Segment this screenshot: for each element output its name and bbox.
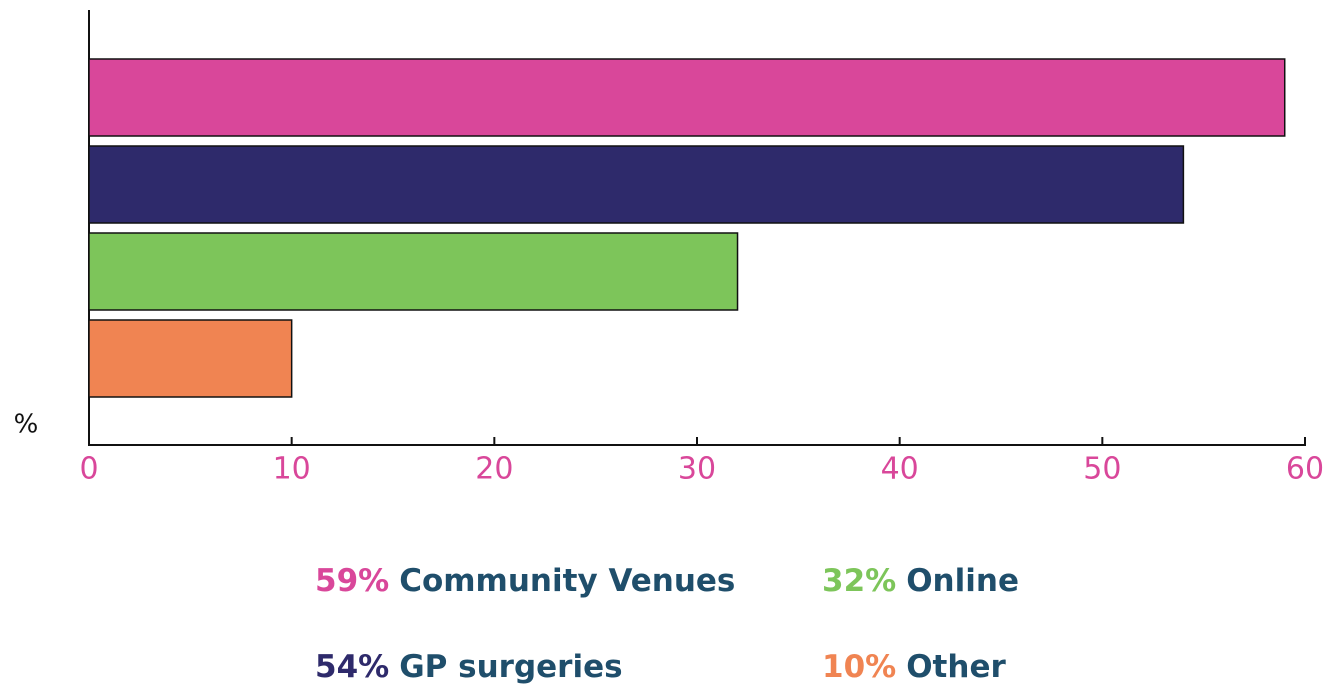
bar bbox=[88, 232, 739, 311]
x-tick-label: 20 bbox=[475, 452, 513, 487]
bar bbox=[88, 58, 1286, 137]
legend-label: GP surgeries bbox=[399, 649, 622, 685]
legend-value: 54% bbox=[315, 649, 389, 685]
bar bbox=[88, 319, 293, 398]
x-tick-label: 30 bbox=[678, 452, 716, 487]
legend-label: Community Venues bbox=[399, 563, 735, 599]
legend-entry: 10% Other bbox=[822, 649, 1006, 685]
legend-entry: 59% Community Venues bbox=[315, 563, 735, 599]
legend-value: 10% bbox=[822, 649, 896, 685]
x-tick-label: 50 bbox=[1083, 452, 1121, 487]
legend-value: 59% bbox=[315, 563, 389, 599]
legend-value: 32% bbox=[822, 563, 896, 599]
x-tick-label: 0 bbox=[79, 452, 98, 487]
x-tick-label: 10 bbox=[273, 452, 311, 487]
x-tick-label: 40 bbox=[881, 452, 919, 487]
legend-entry: 54% GP surgeries bbox=[315, 649, 623, 685]
legend-label: Other bbox=[906, 649, 1006, 685]
legend-label: Online bbox=[906, 563, 1019, 599]
x-tick-label: 60 bbox=[1286, 452, 1324, 487]
bar bbox=[88, 145, 1185, 224]
legend-entry: 32% Online bbox=[822, 563, 1019, 599]
axis-label: % bbox=[14, 410, 39, 440]
